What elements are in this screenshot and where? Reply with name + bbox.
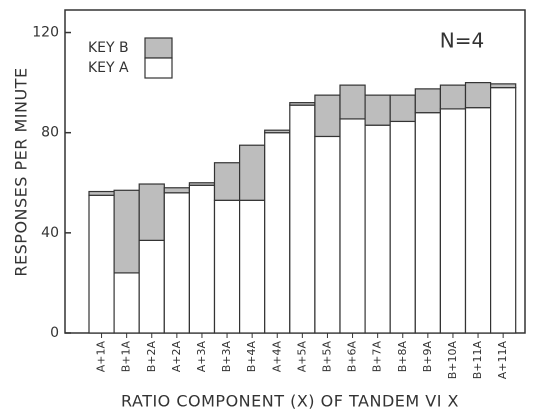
bar-segment [289, 104, 316, 334]
x-tick-label: B+11A [471, 341, 484, 380]
bar-segment [389, 120, 416, 334]
bar-segment [490, 83, 517, 89]
bar-segment [490, 87, 517, 334]
y-tick-label: 0 [50, 325, 59, 341]
legend-swatch [144, 57, 173, 79]
bar-segment [414, 112, 441, 334]
x-tick-label: B+5A [320, 341, 333, 373]
bar-segment [314, 94, 341, 138]
x-tick-label: A+1A [95, 341, 108, 373]
bar-segment [88, 194, 115, 334]
bar-segment [464, 107, 492, 334]
bar-segment [239, 199, 266, 334]
x-tick-label: B+7A [371, 341, 384, 373]
x-tick-label: B+4A [245, 341, 258, 373]
legend-swatch [144, 37, 173, 59]
bar-segment [188, 182, 216, 186]
x-tick-label: B+3A [220, 341, 233, 373]
bar-segment [289, 102, 316, 106]
bar-segment [88, 190, 115, 196]
legend-label: KEY B [88, 40, 129, 56]
bar-segment [339, 84, 366, 120]
legend-label: KEY A [88, 60, 129, 76]
bar-segment [464, 82, 492, 109]
bar-segment [364, 94, 391, 126]
bar-segment [213, 162, 241, 201]
bar-segment [314, 135, 341, 334]
bar-segment [163, 187, 191, 194]
x-tick-label: B+8A [396, 341, 409, 373]
bar-segment [339, 118, 366, 334]
y-tick-label: 120 [32, 25, 59, 41]
bar-segment [389, 94, 416, 123]
x-tick-label: B+10A [446, 341, 459, 380]
x-tick-label: B+9A [421, 341, 434, 373]
x-tick-label: B+6A [346, 341, 359, 373]
bar-segment [213, 199, 241, 334]
bar-segment [439, 84, 467, 110]
x-tick-label: A+2A [170, 341, 183, 373]
x-tick-label: B+1A [120, 341, 133, 373]
bar-segment [113, 272, 140, 334]
bar-segment [414, 88, 441, 114]
bar-segment [163, 192, 191, 334]
annotation: N=4 [440, 29, 484, 53]
x-tick-label: A+11A [496, 341, 509, 380]
bar-segment [264, 132, 291, 334]
bar-segment [138, 183, 165, 241]
x-tick-label: A+4A [270, 341, 283, 373]
bar-segment [138, 239, 165, 334]
bar-segment [364, 124, 391, 334]
bar-segment [113, 189, 140, 274]
x-tick-label: B+2A [145, 341, 158, 373]
bar-segment [264, 129, 291, 134]
y-tick-label: 80 [41, 125, 59, 141]
x-tick-label: A+5A [295, 341, 308, 373]
x-axis-label: RATIO COMPONENT (X) OF TANDEM VI X [121, 392, 459, 411]
bar-segment [188, 184, 216, 334]
bar-segment [439, 108, 467, 334]
bar-segment [239, 144, 266, 201]
y-tick-label: 40 [41, 225, 59, 241]
x-tick-label: A+3A [195, 341, 208, 373]
y-axis-label: RESPONSES PER MINUTE [12, 67, 31, 276]
